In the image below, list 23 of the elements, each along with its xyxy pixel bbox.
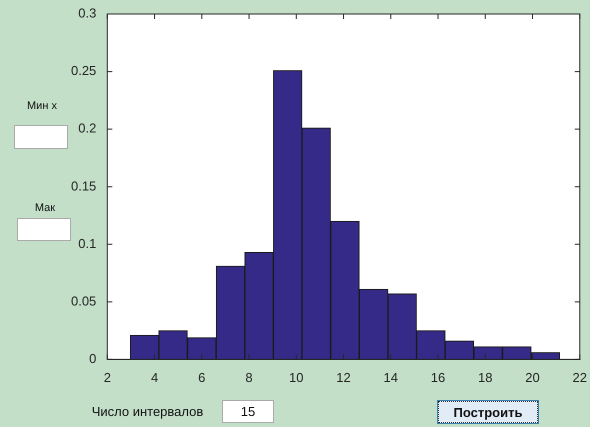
x-tick-label: 16 [430, 370, 446, 385]
y-tick-label: 0.2 [78, 120, 96, 136]
text: Мак [34, 201, 56, 216]
y-tick-label: 0 [89, 350, 96, 366]
y-tick-label: 0.1 [78, 236, 96, 251]
x-tick-label: 20 [525, 370, 540, 385]
x-tick-label: 2 [104, 370, 111, 385]
x-tick-label: 8 [245, 370, 253, 385]
x-tick-label: 18 [478, 370, 493, 385]
y-tick-label: 0.15 [70, 178, 96, 194]
text: Число интервалов [90, 403, 204, 419]
text: Построить [438, 401, 538, 423]
y-tick-label: 0.05 [70, 293, 96, 308]
x-tick-label: 22 [572, 370, 588, 385]
text: Мин x [26, 99, 58, 114]
x-tick-label: 10 [289, 370, 304, 385]
x-tick-label: 4 [150, 370, 158, 385]
text: 15 [222, 400, 274, 423]
x-tick-label: 14 [384, 370, 398, 385]
y-tick-label: 0.25 [70, 63, 96, 78]
y-tick-label: 0.3 [78, 6, 96, 21]
x-tick-label: 12 [336, 370, 351, 385]
x-tick-label: 6 [198, 370, 206, 385]
